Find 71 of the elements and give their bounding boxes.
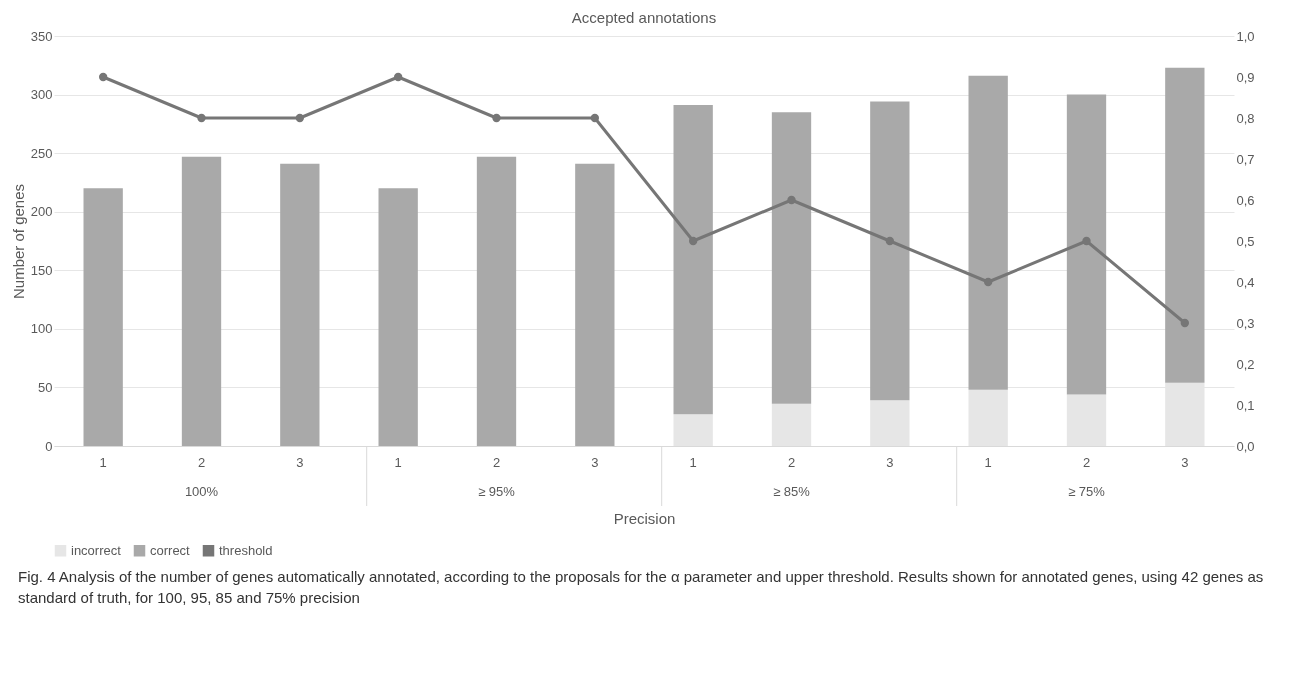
point	[1180, 318, 1190, 328]
text: ≥ 75%	[1068, 484, 1106, 499]
bar	[968, 389, 1008, 446]
bar	[378, 188, 418, 446]
legend-label: correct	[150, 542, 191, 558]
y-tick-label: 200	[30, 204, 53, 220]
point	[492, 113, 501, 123]
x-tick-label: 3	[1181, 454, 1189, 470]
chart-title: Accepted annotations	[571, 9, 717, 26]
bar	[1165, 67, 1205, 383]
x-tick-label: 1	[984, 454, 992, 470]
bar	[575, 163, 615, 446]
point	[197, 113, 206, 123]
y2-tick-label: 0,9	[1236, 69, 1255, 85]
x-tick-label: 3	[296, 454, 304, 470]
x-tick-label: 2	[197, 454, 206, 470]
text: 100%	[184, 484, 219, 499]
text: ≥ 85%	[773, 484, 811, 499]
y-tick-label: 150	[30, 262, 53, 278]
x-tick-label: 3	[886, 454, 894, 470]
y2-tick-label: 0,7	[1236, 151, 1255, 167]
y-tick-label: 0	[45, 438, 53, 454]
point	[885, 236, 895, 246]
text: ≥ 95%	[478, 484, 516, 499]
y2-tick-label: 0,5	[1236, 233, 1255, 249]
point	[393, 72, 403, 82]
bar	[476, 156, 517, 446]
x-axis-title: Precision	[613, 509, 676, 527]
point	[787, 195, 796, 205]
bar	[771, 403, 812, 446]
y2-tick-label: 0,6	[1236, 192, 1255, 208]
legend-label: incorrect	[71, 542, 122, 558]
y2-tick-label: 0,4	[1236, 274, 1255, 290]
bar	[673, 414, 713, 446]
x-tick-label: 2	[1082, 454, 1091, 470]
x-tick-label: 1	[99, 454, 107, 470]
bar	[968, 75, 1008, 390]
bar	[673, 105, 713, 415]
point	[98, 72, 108, 82]
bar	[280, 163, 320, 446]
y2-tick-label: 0,3	[1236, 315, 1255, 331]
bar	[83, 188, 123, 446]
x-tick-label: 1	[689, 454, 697, 470]
y2-tick-label: 0,0	[1236, 438, 1255, 454]
y-tick-label: 50	[38, 379, 53, 395]
bar	[870, 400, 910, 446]
y2-tick-label: 0,8	[1236, 110, 1255, 126]
y-tick-label: 100	[30, 321, 53, 337]
bar	[771, 112, 812, 404]
x-tick-label: 1	[394, 454, 402, 470]
y-axis-title: Number of genes	[9, 183, 27, 300]
x-tick-label: 2	[492, 454, 501, 470]
point	[295, 113, 305, 123]
y2-tick-label: 0,1	[1236, 397, 1255, 413]
bar	[1066, 394, 1107, 446]
point	[688, 236, 698, 246]
point	[590, 113, 600, 123]
legend-label: threshold	[219, 542, 273, 558]
caption: Fig. 4 Analysis of the number of genes automatically annotated, according to the proposals for the α parameter and upper threshold. Results shown for annotated genes, using 42 genes as standard of truth, for 100, 95, 85 and 75% precision	[18, 567, 1265, 608]
point	[983, 277, 993, 287]
bar	[181, 156, 222, 446]
y-tick-label: 300	[30, 87, 53, 103]
bar	[870, 101, 910, 401]
point	[1082, 236, 1091, 246]
y-tick-label: 350	[30, 28, 53, 44]
y2-tick-label: 0,2	[1236, 356, 1255, 372]
x-tick-label: 2	[787, 454, 796, 470]
x-tick-label: 3	[591, 454, 599, 470]
bar	[1066, 94, 1107, 395]
y2-tick-label: 1,0	[1236, 28, 1255, 44]
y-tick-label: 250	[30, 145, 53, 161]
